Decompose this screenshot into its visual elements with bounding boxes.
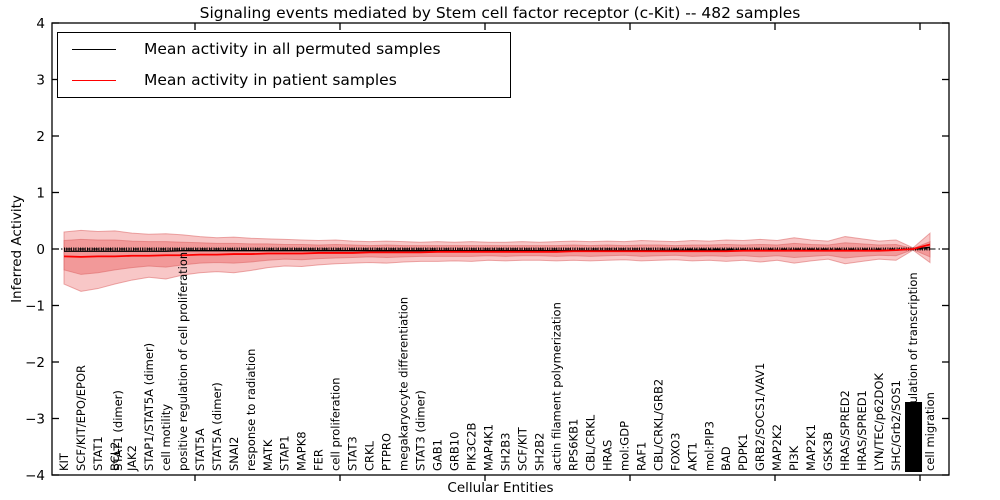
legend-line-swatch — [72, 79, 116, 81]
legend-label: Mean activity in patient samples — [144, 70, 397, 89]
legend-item: Mean activity in all permuted samples — [58, 36, 510, 64]
permuted-activity-outer-band — [63, 229, 931, 292]
x-tick-label: CRKL — [363, 440, 377, 471]
x-tick-label: MAP4K1 — [482, 424, 496, 471]
x-tick-label: GSK3B — [821, 432, 835, 471]
x-tick-label: FOXO3 — [668, 433, 682, 471]
mean-patient-line — [63, 243, 931, 258]
x-tick-label: RAF1 — [634, 442, 648, 471]
x-tick-label: SCF/KIT/EPO/EPOR — [74, 365, 88, 471]
y-tick-label: 4 — [36, 16, 45, 32]
x-tick-label: KIT — [57, 452, 71, 471]
x-tick-label: SH2B3 — [498, 433, 512, 471]
x-tick-label: GRB10 — [448, 432, 462, 471]
y-tick-label: −4 — [25, 468, 45, 484]
y-tick-label: 0 — [36, 242, 45, 258]
x-tick-label: cell migration — [923, 392, 937, 471]
x-axis-label: Cellular Entities — [447, 480, 554, 496]
x-tick-label: STAT5A — [193, 428, 207, 471]
x-tick-label: PIK3C2B — [465, 422, 479, 471]
x-tick-label: STAT5A (dimer) — [210, 382, 224, 471]
x-tick-label: megakaryocyte differentiation — [397, 297, 411, 471]
x-tick-label: MAP2K1 — [804, 424, 818, 471]
x-tick-label: mol:PIP3 — [702, 421, 716, 471]
y-tick-label: 1 — [36, 186, 45, 202]
y-tick-label: −2 — [25, 355, 45, 371]
legend-item: Mean activity in patient samples — [58, 66, 510, 94]
x-tick-label: mol:GDP — [617, 421, 631, 471]
x-tick-label: LYN/TEC/p62DOK — [872, 373, 886, 471]
y-tick-label: 3 — [36, 73, 45, 89]
legend-line-swatch — [72, 49, 116, 51]
x-tick-label: JAK2 — [125, 445, 139, 472]
legend-label: Mean activity in all permuted samples — [144, 39, 441, 58]
x-tick-label: response to radiation — [244, 349, 258, 471]
x-tick-label: CBL/CRKL/GRB2 — [651, 379, 665, 471]
y-tick-label: 2 — [36, 129, 45, 145]
y-tick-label: −1 — [25, 299, 45, 315]
x-tick-label: MAP2K2 — [770, 424, 784, 471]
x-tick-label: MAPK8 — [295, 431, 309, 471]
x-tick-label: actin filament polymerization — [549, 302, 563, 471]
x-tick-label: cell motility — [159, 404, 173, 471]
chart-title: Signaling events mediated by Stem cell f… — [199, 4, 801, 22]
x-tick-label: SNAI2 — [227, 437, 241, 471]
x-tick-label: SHC/Grb2/SOS1 — [889, 380, 903, 471]
x-tick-label: SCF/KIT — [515, 426, 529, 471]
x-tick-label: RPS6KB1 — [566, 419, 580, 471]
overlapping-labels-blob — [905, 402, 923, 472]
x-tick-label: HRAS/SPRED1 — [855, 390, 869, 471]
x-tick-label: HRAS/SPRED2 — [838, 390, 852, 471]
x-tick-label: GAB1 — [431, 439, 445, 471]
x-tick-label: positive regulation of cell proliferatio… — [176, 252, 190, 471]
legend: Mean activity in all permuted samples Mea… — [57, 32, 511, 98]
x-tick-label: BAD — [719, 446, 733, 471]
x-tick-label: MATK — [261, 439, 275, 471]
y-tick-label: −3 — [25, 412, 45, 428]
x-tick-label: cell proliferation — [329, 377, 343, 471]
x-tick-label: GRB2/SOCS1/VAV1 — [753, 363, 767, 471]
x-tick-label: STAT3 (dimer) — [414, 390, 428, 471]
x-tick-label: FER — [312, 449, 326, 471]
x-tick-label: PI3K — [787, 445, 801, 471]
x-tick-label: PTPRO — [380, 433, 394, 471]
x-tick-label: STAT3 — [346, 436, 360, 471]
x-tick-label: HRAS — [600, 440, 614, 471]
x-tick-label: STAT1 — [91, 436, 105, 471]
x-tick-label: PDPK1 — [736, 433, 750, 471]
x-tick-label: AKT1 — [685, 442, 699, 471]
x-tick-label: CBL/CRKL — [583, 414, 597, 471]
x-tick-label: SH2B2 — [532, 433, 546, 471]
x-tick-label-overlapping: STAT1 (dimer) — [111, 390, 125, 471]
x-tick-label: STAP1 — [278, 435, 292, 471]
x-tick-label: BCL2 — [108, 442, 122, 471]
x-tick-label: STAP1/STAT5A (dimer) — [142, 343, 156, 471]
